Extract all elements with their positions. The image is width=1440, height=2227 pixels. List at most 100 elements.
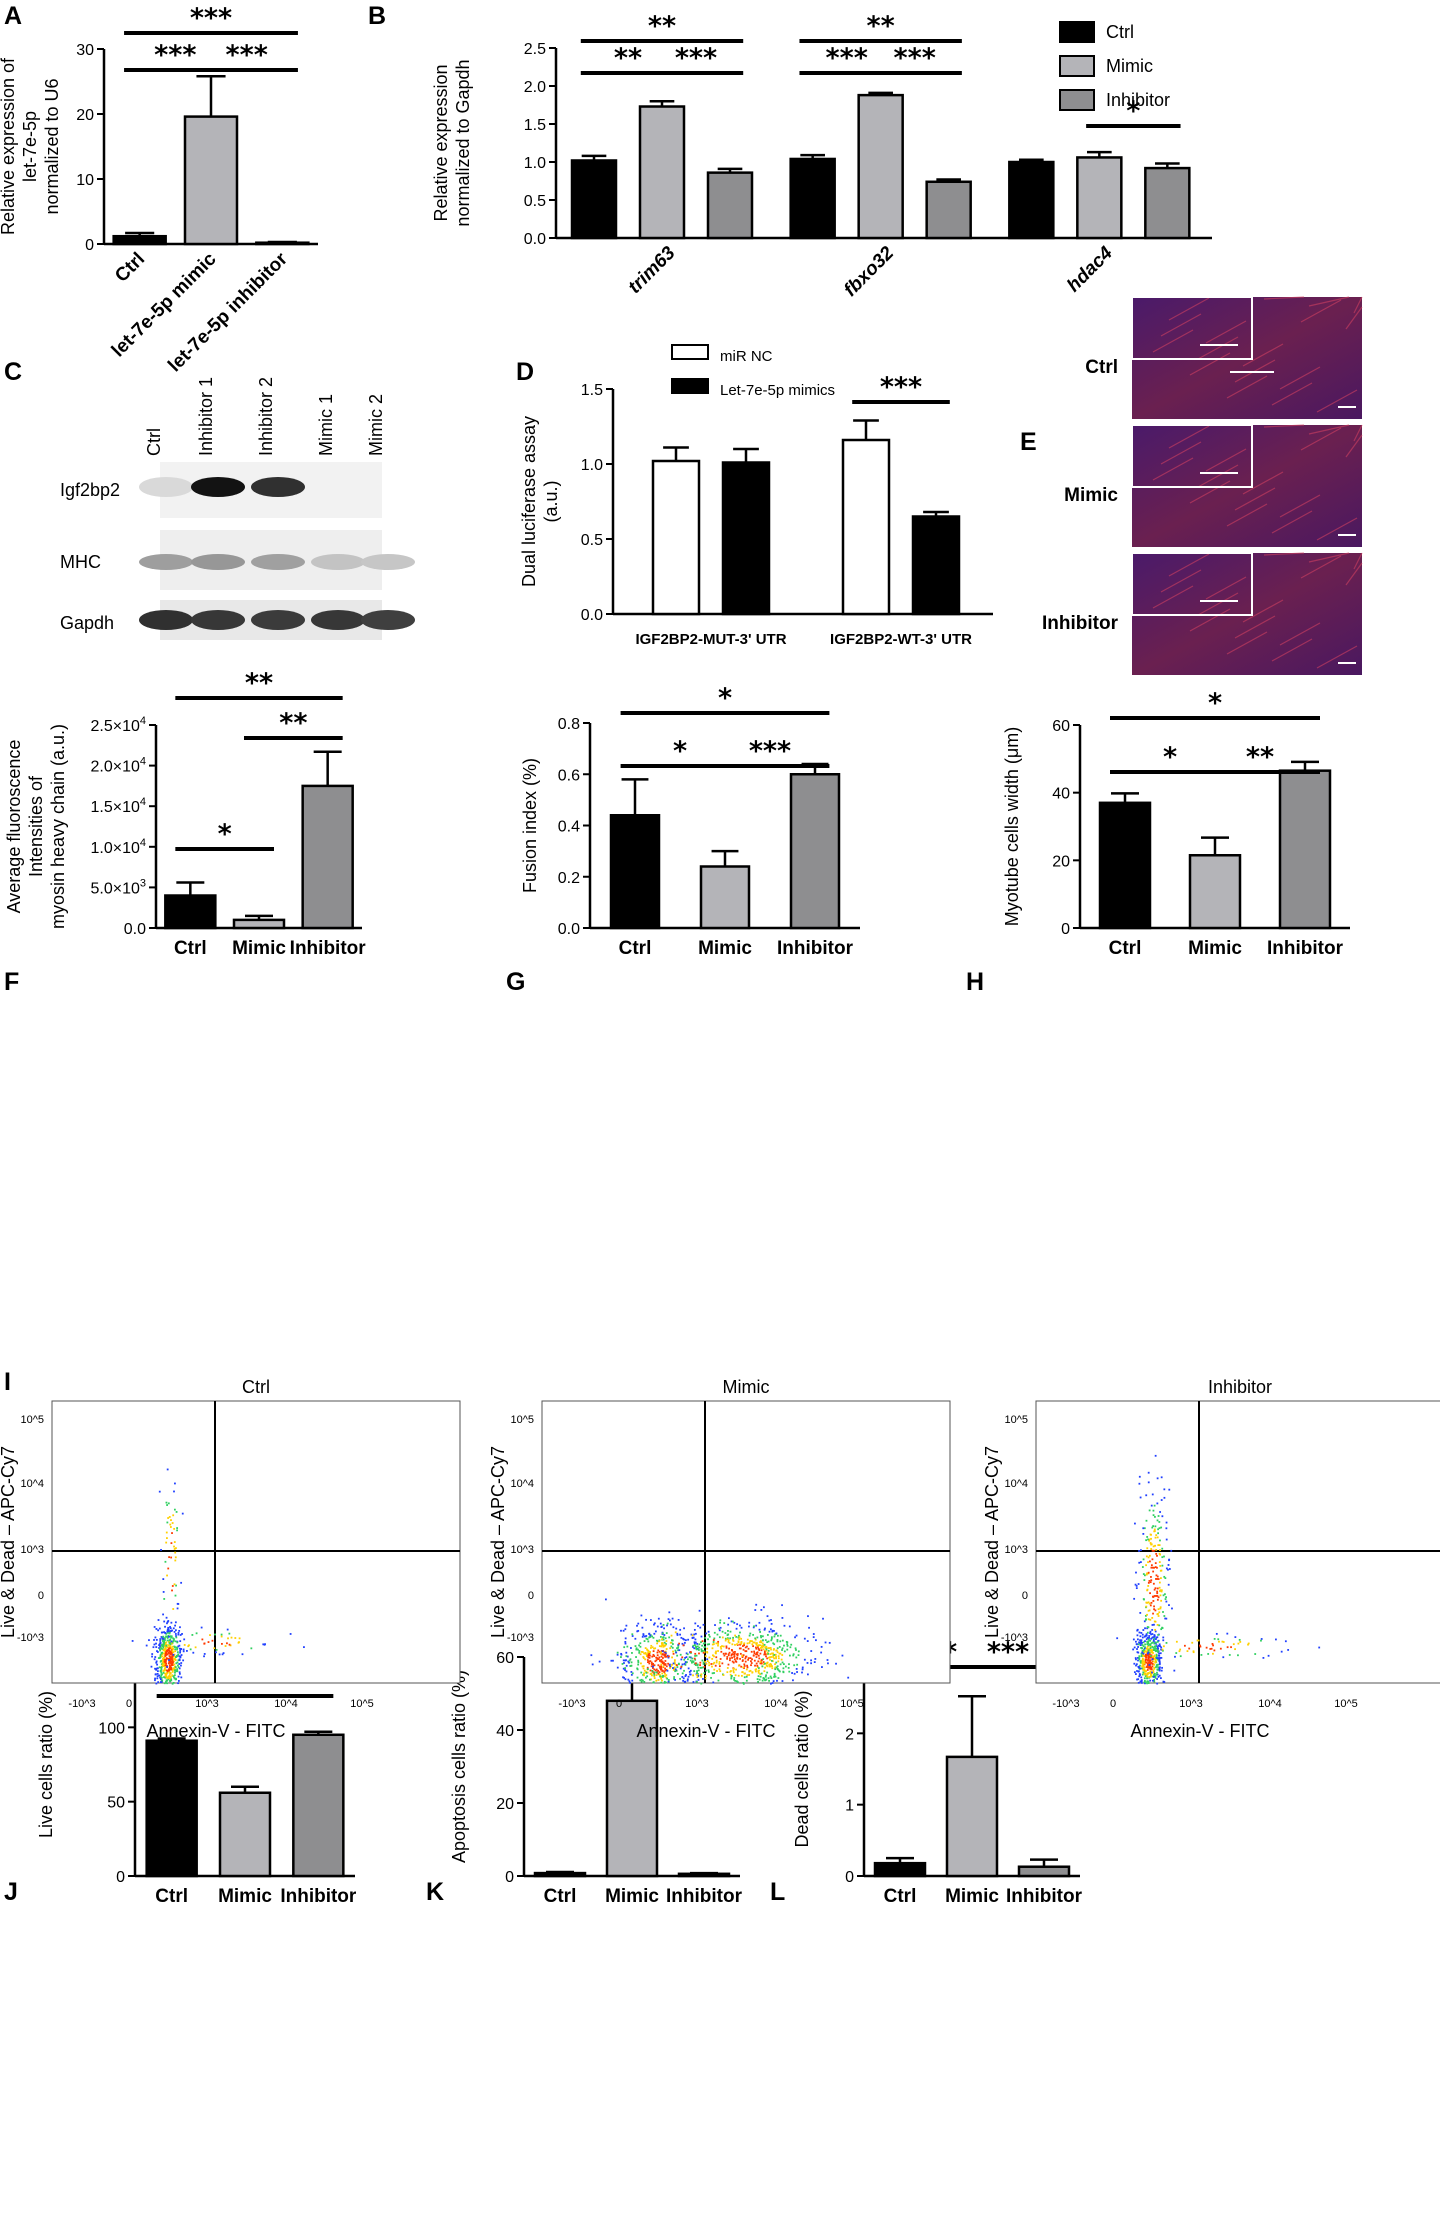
flow-event-dot	[1146, 1536, 1149, 1538]
flow-event-dot	[652, 1662, 655, 1665]
flow-event-dot	[1150, 1601, 1153, 1604]
flow-event-dot	[1149, 1542, 1152, 1544]
flow-event-dot	[1159, 1539, 1161, 1542]
flow-event-dot	[793, 1672, 796, 1675]
myotube-fiber	[1300, 555, 1342, 579]
flow-event-dot	[677, 1619, 680, 1621]
flow-event-dot	[175, 1584, 177, 1587]
flow-event-dot	[162, 1671, 165, 1674]
flow-event-dot	[764, 1666, 766, 1669]
flow-event-dot	[612, 1659, 614, 1662]
flow-event-dot	[166, 1653, 169, 1656]
flow-event-dot	[773, 1635, 776, 1638]
flow-event-dot	[704, 1675, 707, 1677]
panel-letter-C: C	[4, 358, 22, 386]
flow-event-dot	[820, 1651, 823, 1654]
blot-lane-label: Mimic 2	[366, 394, 386, 456]
flow-event-dot	[646, 1675, 649, 1678]
flow-event-dot	[741, 1654, 744, 1657]
flow-event-dot	[740, 1642, 743, 1645]
flow-event-dot	[1156, 1595, 1159, 1597]
flow-event-dot	[624, 1678, 627, 1681]
flow-event-dot	[1150, 1633, 1153, 1636]
flow-event-dot	[1247, 1643, 1249, 1646]
flow-event-dot	[776, 1665, 779, 1668]
flow-event-dot	[748, 1642, 751, 1644]
flow-event-dot	[163, 1682, 166, 1685]
flow-event-dot	[1158, 1654, 1160, 1657]
flow-event-dot	[170, 1542, 173, 1545]
flow-event-dot	[1159, 1549, 1161, 1551]
flow-event-dot	[625, 1624, 628, 1627]
flow-event-dot	[1165, 1521, 1168, 1524]
flow-event-dot	[766, 1634, 769, 1636]
chart-j-live-cells: 050100150Live cells ratio (%)CtrlMimicIn…	[36, 1636, 357, 1907]
blot-band	[311, 610, 365, 630]
flow-event-dot	[180, 1676, 183, 1679]
flow-event-dot	[1159, 1607, 1162, 1610]
category-label: Ctrl	[544, 1886, 577, 1907]
flow-event-dot	[1152, 1525, 1155, 1527]
flow-event-dot	[669, 1623, 672, 1626]
flow-event-dot	[767, 1649, 770, 1652]
flow-event-dot	[657, 1649, 660, 1652]
flow-event-dot	[688, 1670, 691, 1673]
flow-event-dot	[1151, 1671, 1153, 1674]
category-label: Ctrl	[111, 249, 149, 287]
flow-event-dot	[1158, 1663, 1161, 1666]
flow-event-dot	[174, 1551, 177, 1554]
flow-event-dot	[664, 1652, 667, 1655]
flow-event-dot	[773, 1654, 776, 1656]
flow-event-dot	[754, 1637, 757, 1640]
flow-event-dot	[1156, 1592, 1159, 1595]
flow-event-dot	[652, 1650, 655, 1653]
flow-event-dot	[1116, 1637, 1119, 1640]
flow-event-dot	[1146, 1572, 1148, 1575]
category-label: let-7e-5p inhibitor	[164, 248, 292, 376]
flow-event-dot	[1145, 1555, 1148, 1558]
flow-event-dot	[1175, 1640, 1178, 1643]
flow-event-dot	[168, 1674, 171, 1676]
flow-event-dot	[699, 1661, 702, 1664]
flow-event-dot	[158, 1674, 161, 1677]
flow-event-dot	[651, 1655, 654, 1658]
flow-event-dot	[627, 1660, 630, 1663]
flow-y-axis-label: Live & Dead – APC-Cy7	[982, 1446, 1002, 1638]
flow-event-dot	[761, 1646, 763, 1649]
flow-event-dot	[660, 1677, 663, 1680]
myotube-fiber	[1316, 389, 1358, 413]
flow-event-dot	[803, 1658, 806, 1661]
flow-event-dot	[1143, 1672, 1146, 1675]
flow-event-dot	[668, 1636, 671, 1639]
flow-event-dot	[221, 1642, 223, 1645]
flow-event-dot	[643, 1672, 645, 1675]
flow-event-dot	[160, 1548, 162, 1551]
flow-event-dot	[169, 1660, 172, 1663]
flow-event-dot	[704, 1636, 707, 1639]
flow-event-dot	[1158, 1586, 1161, 1589]
flow-event-dot	[1146, 1664, 1149, 1667]
flow-event-dot	[166, 1504, 168, 1506]
flow-event-dot	[1179, 1655, 1182, 1658]
significance-stars: ***	[749, 736, 791, 767]
flow-event-dot	[713, 1637, 716, 1640]
flow-event-dot	[697, 1673, 699, 1675]
y-tick-label: 0	[845, 1869, 854, 1886]
flow-event-dot	[733, 1667, 735, 1670]
flow-event-dot	[1153, 1666, 1156, 1669]
flow-event-dot	[1234, 1636, 1237, 1639]
flow-event-dot	[697, 1669, 700, 1672]
flow-event-dot	[167, 1647, 170, 1650]
flow-event-dot	[1151, 1558, 1154, 1561]
blot-band	[251, 554, 305, 570]
flow-event-dot	[653, 1675, 656, 1678]
panel-letter-G: G	[506, 968, 525, 996]
flow-event-dot	[727, 1654, 730, 1657]
flow-event-dot	[770, 1619, 772, 1621]
flow-event-dot	[1147, 1649, 1150, 1652]
flow-event-dot	[656, 1654, 659, 1657]
flow-event-dot	[176, 1648, 178, 1651]
flow-event-dot	[698, 1652, 700, 1655]
myotube-fiber	[1168, 553, 1210, 577]
